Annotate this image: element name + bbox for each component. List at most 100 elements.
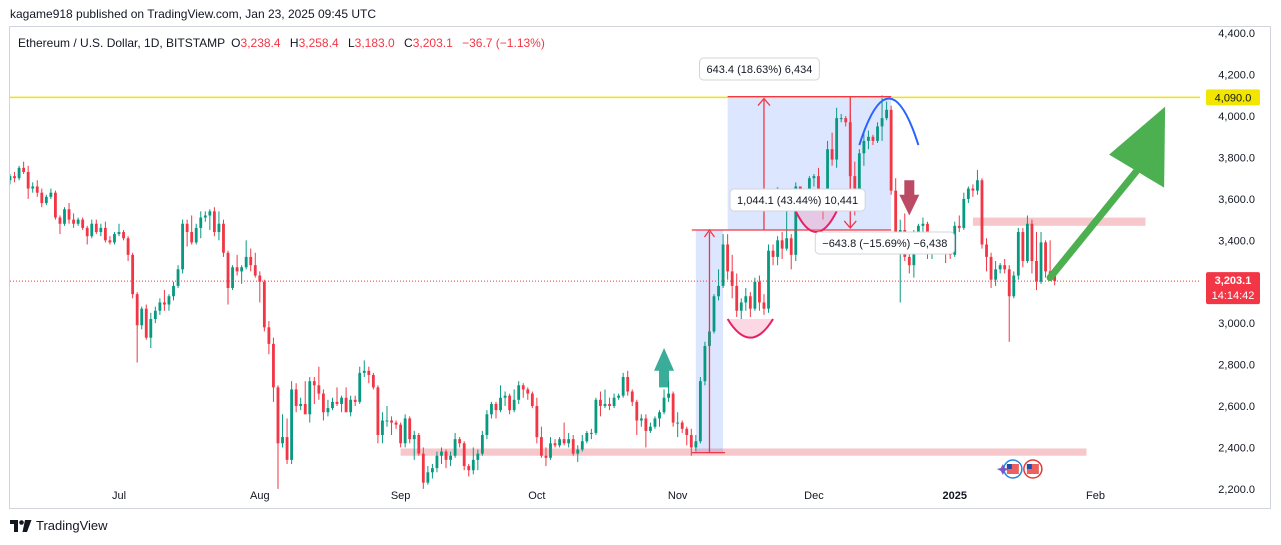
candle-body: [367, 370, 371, 375]
candle-body: [553, 443, 557, 446]
candle-body: [408, 418, 412, 440]
y-tick-label: 4,200.0: [1218, 70, 1255, 82]
candle-body: [644, 418, 648, 431]
candle-body: [549, 443, 552, 458]
x-tick-label: Dec: [804, 490, 824, 502]
candle-body: [512, 399, 516, 411]
candle-body: [1003, 265, 1007, 270]
candle-body: [58, 217, 62, 224]
candle-body: [471, 459, 475, 471]
candle-body: [430, 468, 434, 473]
candle-body: [181, 223, 185, 270]
candle-body: [994, 269, 998, 280]
candle-body: [735, 285, 739, 311]
axes-layer: 2,200.02,400.02,600.02,800.03,000.03,200…: [112, 28, 1260, 502]
candle-body: [421, 453, 425, 483]
candle-body: [208, 211, 212, 216]
us-flag-stripes-icon: [1026, 464, 1039, 474]
candle-body: [603, 403, 607, 407]
candle-body: [444, 451, 448, 460]
candle-body: [217, 223, 221, 233]
candle-body: [253, 265, 257, 276]
us-flag-stripes-icon: [1006, 464, 1019, 474]
candle-body: [608, 403, 611, 407]
candle-body: [794, 186, 798, 255]
projection-arrow-shaft: [1046, 147, 1157, 282]
candle-body: [698, 381, 702, 442]
candle-body: [635, 401, 639, 421]
y-tick-label: 2,800.0: [1218, 360, 1255, 372]
candle-body: [176, 269, 180, 286]
x-tick-label: Jul: [112, 490, 126, 502]
candle-body: [17, 167, 21, 179]
candle-body: [508, 395, 512, 411]
top-arc: [858, 97, 920, 146]
candle-body: [22, 167, 26, 172]
candle-body: [748, 296, 752, 309]
drawings-layer: 643.4 (18.63%) 6,434 1,044.1 (43.44%) 10,…: [654, 57, 1166, 479]
candle-body: [1016, 232, 1020, 276]
candle-body: [399, 424, 403, 444]
candle-body: [671, 393, 675, 423]
candle-body: [99, 227, 103, 233]
candle-body: [240, 267, 244, 272]
candle-body: [567, 439, 571, 444]
candle-body: [885, 109, 889, 119]
candle-body: [589, 432, 593, 434]
candle-body: [1039, 242, 1043, 282]
candle-body: [331, 401, 334, 409]
tradingview-logo-icon[interactable]: [10, 519, 32, 532]
candle-body: [258, 275, 262, 282]
measure-arrowhead-drop: [843, 220, 857, 229]
candle-body: [871, 136, 875, 141]
y-tick-label: 2,200.0: [1218, 484, 1255, 496]
candle-body: [10, 176, 12, 181]
svg-text:−643.8 (−15.69%) −6,438: −643.8 (−15.69%) −6,438: [822, 238, 947, 250]
candle-body: [385, 420, 389, 422]
candle-body: [108, 240, 112, 243]
candle-body: [971, 188, 975, 191]
candle-body: [117, 232, 121, 235]
candle-body: [721, 244, 725, 286]
candle-body: [1021, 232, 1025, 262]
chart-canvas[interactable]: 643.4 (18.63%) 6,434 1,044.1 (43.44%) 10,…: [10, 27, 1270, 508]
candle-body: [153, 310, 157, 320]
footer-brand[interactable]: TradingView: [36, 518, 108, 533]
candle-body: [830, 149, 834, 160]
candle-body: [362, 370, 366, 373]
candle-body: [417, 435, 421, 454]
projection-arrowhead-icon: [1109, 106, 1166, 188]
candle-body: [767, 250, 770, 309]
candle-body: [349, 399, 353, 413]
y-tick-label: 2,400.0: [1218, 442, 1255, 454]
candle-body: [862, 140, 866, 154]
lines-layer: [10, 96, 1200, 282]
candle-body: [857, 153, 861, 195]
candle-body: [499, 397, 502, 411]
candle-body: [535, 406, 539, 438]
x-tick-label: Feb: [1086, 490, 1105, 502]
candle-body: [185, 223, 189, 233]
candle-body: [294, 389, 298, 407]
x-tick-label: Oct: [528, 490, 545, 502]
zones-layer: [400, 217, 1146, 456]
candle-body: [653, 418, 657, 427]
candle-body: [308, 381, 312, 415]
candle-body: [789, 238, 793, 255]
candle-body: [163, 302, 166, 305]
candle-body: [490, 403, 493, 415]
candle-body: [617, 395, 621, 398]
candle-body: [462, 443, 466, 467]
candle-body: [412, 435, 416, 440]
candle-body: [376, 387, 380, 436]
candle-body: [867, 136, 870, 141]
x-tick-label: 2025: [942, 490, 966, 502]
last-price-label: 3,203.1: [1215, 275, 1252, 287]
candle-body: [31, 186, 35, 189]
candle-body: [63, 209, 66, 224]
svg-text:1,044.1 (43.44%) 10,441: 1,044.1 (43.44%) 10,441: [737, 195, 858, 207]
footer: TradingView: [10, 518, 108, 533]
candle-body: [544, 455, 548, 458]
candle-body: [281, 437, 284, 444]
measure-label-drop: −643.8 (−15.69%) −6,438: [814, 231, 955, 255]
